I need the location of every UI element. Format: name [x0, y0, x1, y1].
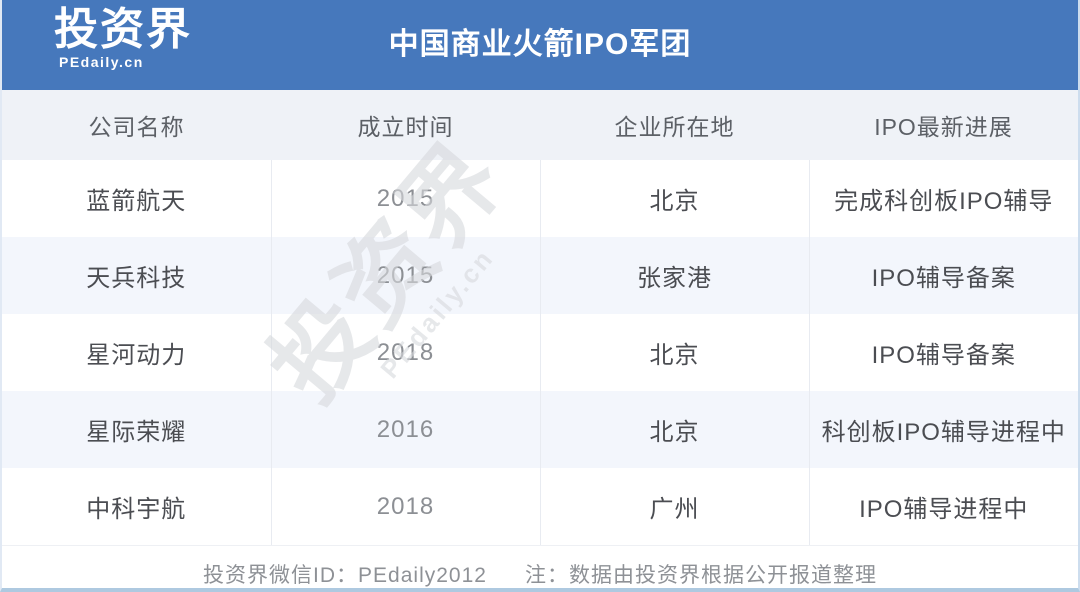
table-cell: 星际荣耀: [86, 419, 187, 446]
column-header: 企业所在地: [540, 90, 809, 160]
table-section: 投资界 PEdaily.cn 公司名称 成立时间 企业所在地 IPO最新进展 蓝箭航天…: [2, 90, 1078, 545]
table-cell: 2015: [270, 237, 540, 314]
table-row: 星际荣耀 2016 北京 科创板IPO辅导进程中: [2, 391, 1078, 468]
table-cell: 北京: [539, 391, 809, 468]
table-cell: 广州: [539, 468, 809, 545]
table-row: 星河动力 2018 北京 IPO辅导备案: [2, 314, 1078, 391]
column-header: 公司名称: [2, 90, 271, 160]
table-cell: 北京: [539, 314, 809, 391]
table-cell: IPO辅导进程中: [808, 468, 1078, 545]
column-header: 成立时间: [271, 90, 540, 160]
brand-logo-name: 投资界: [54, 4, 192, 55]
brand-logo-site: PEdaily.cn: [59, 54, 144, 70]
table-cell: 蓝箭航天: [86, 188, 187, 215]
table-cell: 完成科创板IPO辅导: [808, 160, 1078, 237]
table-cell: IPO辅导备案: [808, 237, 1078, 314]
table-cell: 星河动力: [86, 342, 187, 369]
table-row: 蓝箭航天 2015 北京 完成科创板IPO辅导: [2, 160, 1078, 237]
header-bar: 投资界 PEdaily.cn 中国商业火箭IPO军团: [2, 0, 1078, 90]
table-cell: 中科宇航: [86, 496, 187, 523]
table-cell: 张家港: [539, 237, 809, 314]
page-title: 中国商业火箭IPO军团: [388, 28, 692, 61]
table-cell: IPO辅导备案: [808, 314, 1078, 391]
table-row: 中科宇航 2018 广州 IPO辅导进程中: [2, 468, 1078, 545]
footer: 投资界微信ID：PEdaily2012 注：数据由投资界根据公开报道整理: [2, 545, 1078, 588]
table-cell: 科创板IPO辅导进程中: [808, 391, 1078, 468]
column-header: IPO最新进展: [809, 90, 1078, 160]
table-header-row: 公司名称 成立时间 企业所在地 IPO最新进展: [2, 90, 1078, 160]
table-cell: 2018: [270, 314, 540, 391]
table-cell: 北京: [539, 160, 809, 237]
table-cell: 2016: [270, 391, 540, 468]
footer-wechat-id: 投资界微信ID：PEdaily2012: [203, 563, 487, 587]
table-cell: 2015: [270, 160, 540, 237]
ipo-table: 公司名称 成立时间 企业所在地 IPO最新进展 蓝箭航天 2015 北京 完成科创板IPO辅…: [2, 90, 1078, 545]
brand-logo: 投资界 PEdaily.cn: [54, 4, 192, 70]
table-cell: 天兵科技: [86, 265, 187, 292]
table-row: 天兵科技 2015 张家港 IPO辅导备案: [2, 237, 1078, 314]
footer-note: 注：数据由投资界根据公开报道整理: [524, 563, 877, 587]
table-cell: 2018: [270, 468, 540, 545]
